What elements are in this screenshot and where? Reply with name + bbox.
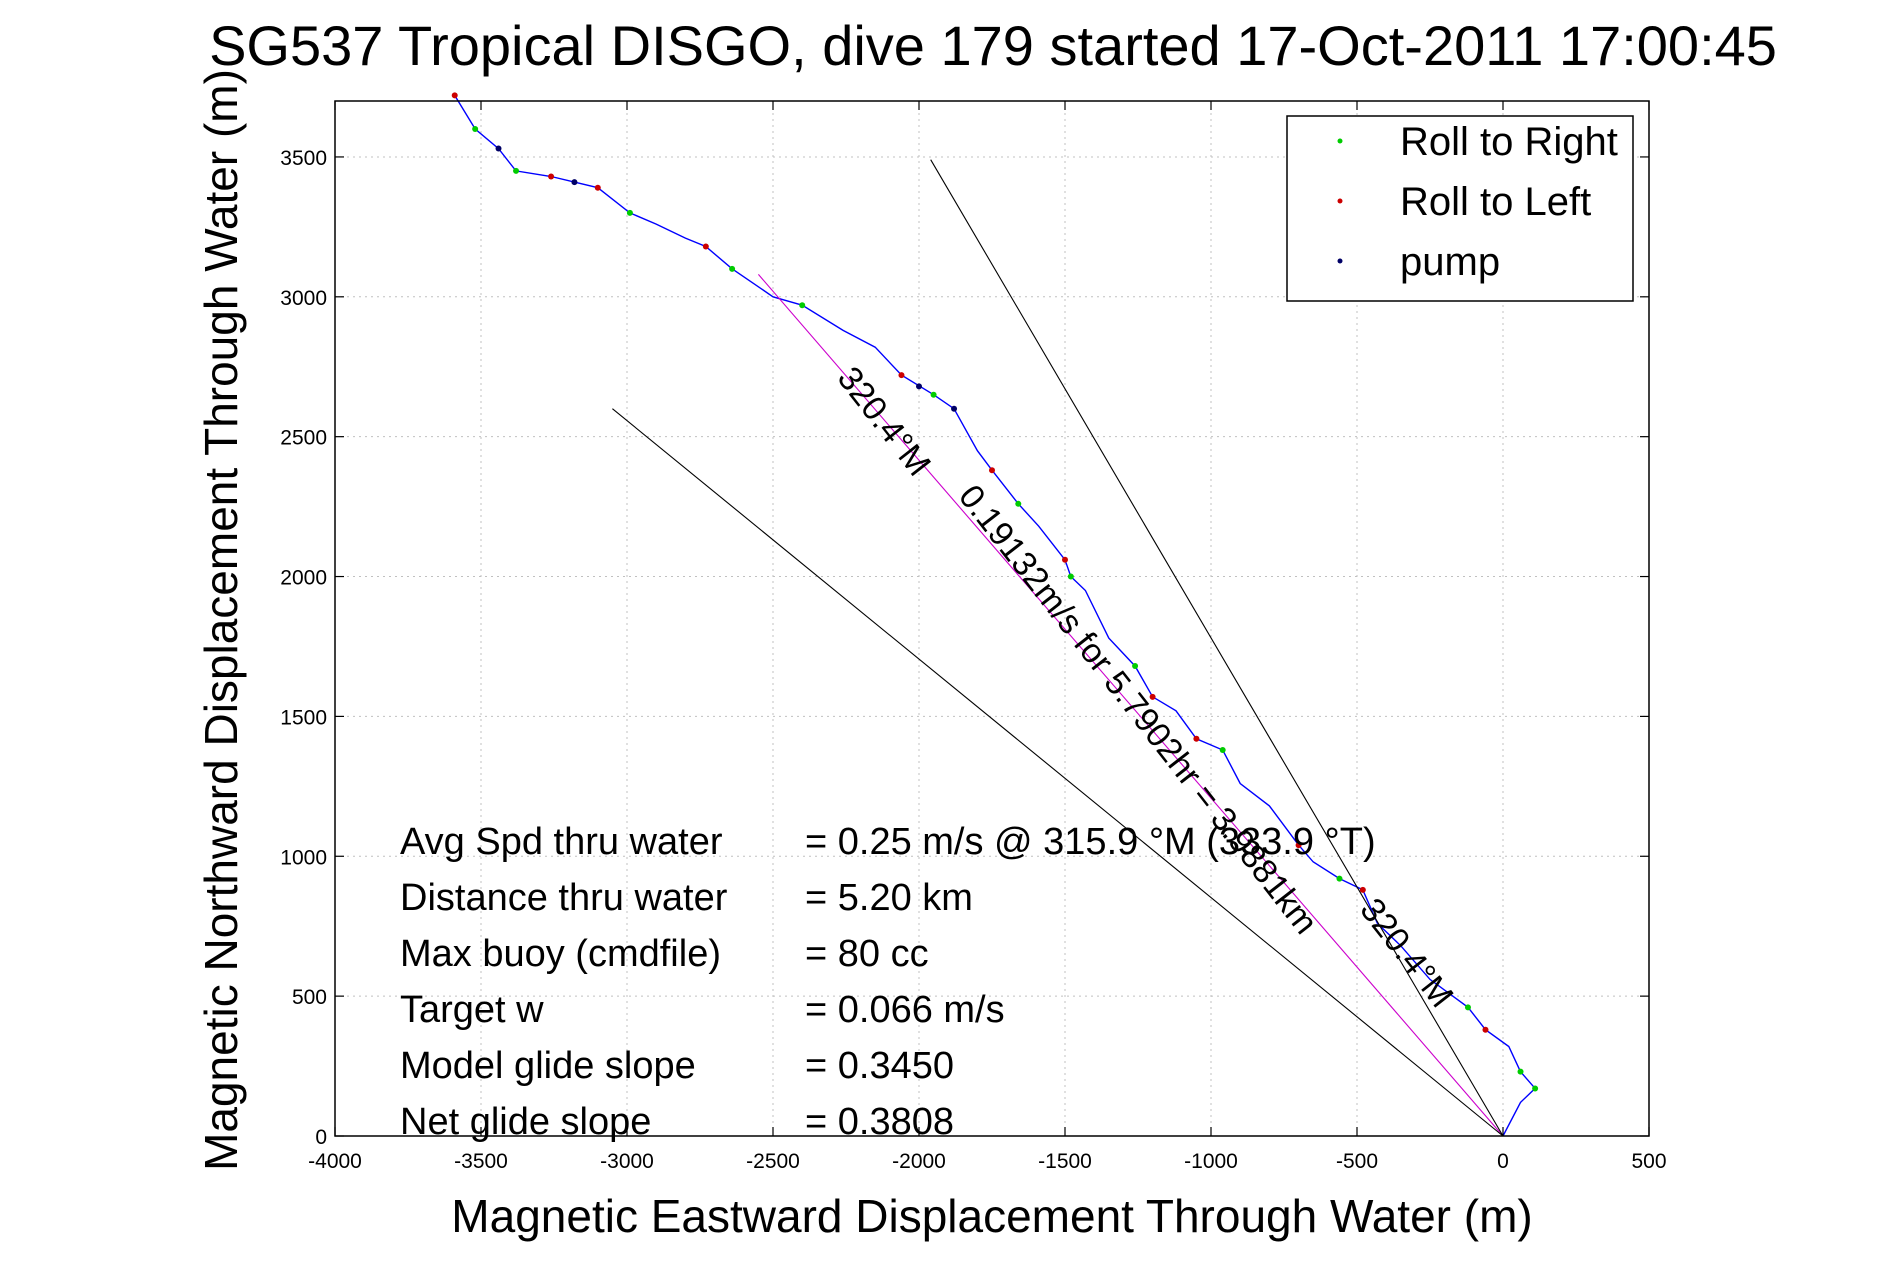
stat-label: Model glide slope (400, 1045, 696, 1087)
series-line-0 (454, 95, 1537, 1137)
legend-box (1286, 115, 1634, 302)
x-tick-label: 500 (1631, 1150, 1666, 1173)
legend-label: Roll to Right (1400, 120, 1618, 164)
marker-roll-right (1015, 500, 1022, 507)
stat-label: Distance thru water (400, 877, 728, 919)
series-line-2 (612, 408, 1504, 1137)
marker-roll-right (729, 265, 736, 272)
y-tick-label: 3000 (280, 287, 327, 310)
legend-marker (1337, 258, 1343, 264)
stat-value: = 5.20 km (805, 877, 973, 919)
marker-roll-right (626, 209, 633, 216)
marker-roll-right (1067, 573, 1074, 580)
x-tick-label: -1000 (1184, 1150, 1238, 1173)
x-tick-label: 0 (1497, 1150, 1509, 1173)
series-line-3 (930, 159, 1504, 1137)
legend: Roll to Right Roll to Left pump (1286, 115, 1634, 302)
marker-roll-left (1062, 556, 1068, 563)
x-tick-label: -4000 (308, 1150, 362, 1173)
y-tick-label: 1000 (280, 846, 327, 869)
marker-roll-left (594, 184, 601, 191)
marker-pump (495, 145, 502, 152)
y-axis-ticks: 0 500 1000 1500 2000 2500 3000 3500 (280, 147, 1649, 1149)
marker-roll-right (1336, 875, 1343, 882)
marker-roll-left (989, 467, 995, 474)
series-line-1 (757, 274, 1504, 1137)
stat-label: Max buoy (cmdfile) (400, 933, 721, 975)
x-tick-label: -3000 (600, 1150, 654, 1173)
chart-title: SG537 Tropical DISGO, dive 179 started 1… (209, 14, 1777, 77)
x-tick-label: -2500 (746, 1150, 800, 1173)
marker-roll-left (1482, 1026, 1489, 1033)
y-tick-label: 2000 (280, 567, 327, 590)
marker-roll-left (1295, 842, 1302, 849)
marker-roll-left (1193, 735, 1200, 742)
marker-roll-right (472, 125, 479, 132)
y-tick-label: 0 (315, 1126, 327, 1149)
y-tick-label: 2500 (280, 427, 327, 450)
marker-roll-right (1132, 663, 1139, 670)
stat-value: = 0.066 m/s (805, 989, 1005, 1031)
marker-roll-right (513, 167, 520, 174)
stat-label: Net glide slope (400, 1101, 651, 1143)
y-tick-label: 500 (292, 986, 327, 1009)
y-axis-label: Magnetic Northward Displacement Through … (195, 69, 247, 1171)
stats-panel: Avg Spd thru water = 0.25 m/s @ 315.9 °M … (400, 821, 1376, 1143)
marker-roll-right (930, 391, 937, 398)
marker-roll-left (548, 173, 555, 180)
marker-roll-left (1149, 693, 1156, 700)
marker-roll-right (799, 302, 806, 309)
marker-roll-right (1464, 1004, 1471, 1011)
marker-roll-left (451, 92, 458, 99)
plot-markers (451, 92, 1539, 1092)
marker-pump (571, 179, 578, 186)
stat-value: = 0.3450 (805, 1045, 954, 1087)
stat-value: = 0.3808 (805, 1101, 954, 1143)
marker-pump (916, 383, 922, 390)
marker-roll-right (1517, 1068, 1524, 1075)
plot-frame (334, 100, 1650, 1137)
marker-roll-right (1219, 746, 1226, 753)
legend-label: Roll to Left (1400, 180, 1591, 224)
marker-roll-left (1359, 886, 1366, 893)
x-tick-label: -3500 (454, 1150, 508, 1173)
x-tick-label: -500 (1336, 1150, 1378, 1173)
marker-roll-left (898, 372, 905, 379)
marker-roll-left (702, 243, 709, 250)
plot-lines (454, 95, 1537, 1137)
x-tick-label: -1500 (1038, 1150, 1092, 1173)
y-tick-label: 1500 (280, 706, 327, 729)
annotation-label: 0.19132m/s for 5.7902hr = 3.9881km (951, 478, 1325, 942)
stat-label: Avg Spd thru water (400, 821, 723, 863)
legend-marker (1337, 138, 1343, 144)
marker-pump (951, 405, 958, 412)
x-axis-ticks: -4000 -3500 -3000 -2500 -2000 -1500 -1000 -500 0… (308, 101, 1667, 1173)
stat-value: = 80 cc (805, 933, 929, 975)
stat-value: = 0.25 m/s @ 315.9 °M (333.9 °T) (805, 821, 1376, 863)
legend-label: pump (1400, 240, 1500, 284)
stat-label: Target w (400, 989, 544, 1031)
y-tick-label: 3500 (280, 147, 327, 170)
legend-marker (1337, 198, 1343, 204)
marker-roll-right (1532, 1085, 1539, 1092)
x-axis-label: Magnetic Eastward Displacement Through W… (451, 1190, 1532, 1242)
x-tick-label: -2000 (892, 1150, 946, 1173)
annotation-label: 320.4°M (830, 360, 938, 483)
